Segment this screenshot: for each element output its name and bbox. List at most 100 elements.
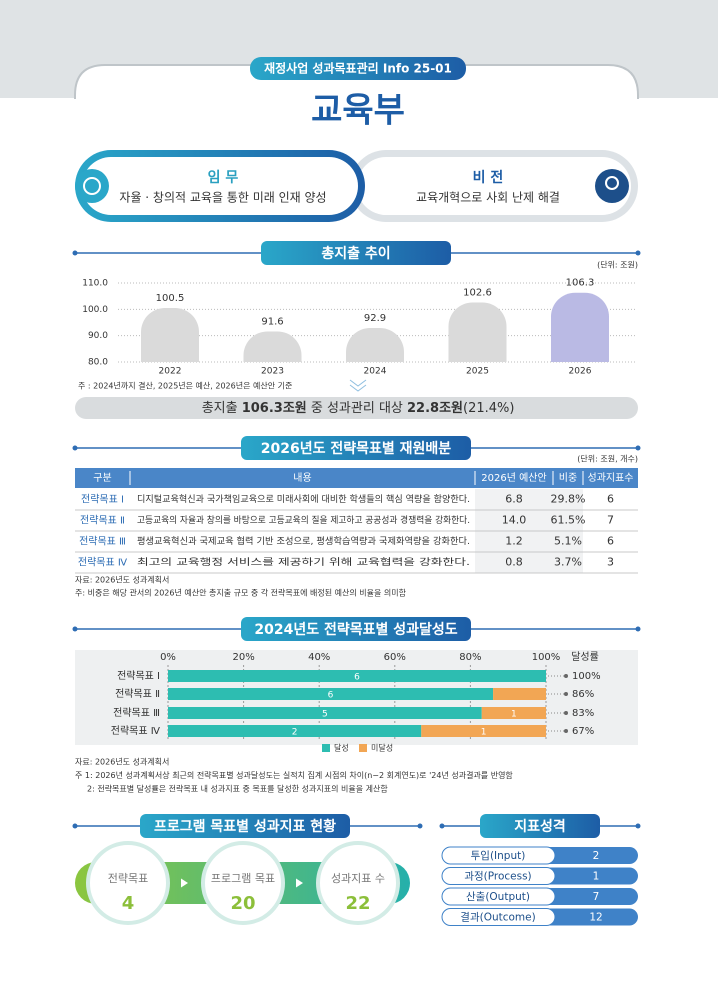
- bar-segment: [493, 688, 546, 700]
- table-cell: 5.1%: [554, 535, 582, 548]
- table-cell: 3.7%: [554, 556, 582, 569]
- bar-segment: [168, 725, 422, 737]
- legend-label: 달성: [334, 744, 349, 753]
- bar-segment: [168, 707, 482, 719]
- indicator-label: 결과(Outcome): [460, 912, 535, 924]
- badge: [250, 57, 466, 80]
- section-title: 프로그램 목표별 성과지표 현황: [154, 818, 336, 835]
- line-dot: [635, 250, 641, 256]
- line-dot: [635, 626, 641, 632]
- bar-segment: [168, 688, 494, 700]
- program-value: 4: [122, 893, 135, 914]
- indicator-label-bg: [441, 867, 556, 885]
- header-card: [74, 64, 639, 99]
- line-dot: [72, 626, 78, 632]
- bar: [243, 331, 302, 362]
- x-tick-label: 100%: [532, 652, 561, 663]
- category-label: 전략목표 Ⅱ: [115, 688, 160, 700]
- table-cell: 전략목표 Ⅰ: [81, 494, 124, 506]
- table-cell: 평생교육혁신과 국제교육 협력 기반 조성으로, 평생학습역량과 국제화역량을 …: [137, 535, 470, 547]
- indicator-value-bg: [540, 847, 638, 864]
- bar: [141, 308, 199, 362]
- bar: [448, 302, 507, 362]
- x-tick-label: 60%: [384, 652, 406, 663]
- summary-part: (21.4%): [463, 401, 514, 416]
- program-label: 프로그램 목표: [211, 872, 275, 885]
- x-tick-label: 2025: [466, 367, 489, 377]
- x-tick-label: 80%: [459, 652, 481, 663]
- mission-text: 자율 · 창의적 교육을 통한 미래 인재 양성: [119, 191, 326, 205]
- section-pill: [241, 436, 471, 460]
- leader-dot: [564, 692, 568, 696]
- program-label: 전략목표: [108, 872, 148, 885]
- arrow: [296, 878, 303, 888]
- table-cell: 6: [607, 493, 614, 506]
- leader-dot: [564, 674, 568, 678]
- data-label: 102.6: [463, 287, 492, 298]
- rate-header: 달성률: [571, 651, 599, 663]
- legend-swatch: [359, 744, 367, 752]
- table-header: 2026년 예산안: [481, 472, 546, 484]
- summary-part: 총지출: [202, 401, 242, 416]
- vision-text: 교육개혁으로 사회 난제 해결: [416, 191, 560, 205]
- mission-box: [82, 157, 358, 215]
- segment-count: 1: [481, 728, 487, 738]
- program-label: 성과지표 수: [331, 872, 385, 885]
- note: 자료: 2026년도 성과계획서: [75, 757, 169, 767]
- y-tick-label: 100.0: [82, 305, 108, 315]
- section-title: 지표성격: [514, 818, 566, 835]
- section-pill: [480, 814, 600, 838]
- table-cell: 14.0: [502, 514, 527, 527]
- mission-label: 임 무: [208, 170, 239, 186]
- table-cell: 7: [607, 514, 614, 527]
- line-dot: [72, 250, 78, 256]
- vision-label: 비 전: [473, 169, 504, 186]
- page-title: 교육부: [311, 91, 405, 131]
- table-cell: 29.8%: [551, 493, 586, 506]
- rate-label: 83%: [572, 708, 594, 719]
- indicator-value: 12: [589, 912, 602, 924]
- indicator-label-bg: [441, 887, 556, 906]
- line-dot: [72, 445, 78, 451]
- line-dot: [635, 823, 641, 829]
- indicator-label-bg: [441, 846, 556, 865]
- table-cell: 전략목표 Ⅲ: [79, 536, 126, 548]
- indicator-value: 1: [593, 871, 600, 883]
- unit: (단위: 조원, 개수): [577, 454, 638, 464]
- table-cell: 전략목표 Ⅱ: [80, 515, 125, 527]
- category-label: 전략목표 Ⅳ: [111, 725, 161, 737]
- note: 주: 비중은 해당 관서의 2026년 예산안 총지출 규모 중 각 전략목표에…: [75, 588, 407, 598]
- bar: [551, 292, 609, 362]
- segment-count: 5: [322, 710, 328, 720]
- bar-segment: [168, 670, 546, 682]
- indicator-value-bg: [540, 908, 638, 926]
- program-circle: [86, 841, 170, 925]
- table-header: 구분: [93, 472, 111, 484]
- segment-count: 2: [292, 728, 298, 738]
- category-label: 전략목표 Ⅲ: [113, 707, 160, 719]
- card-cover: [76, 96, 637, 102]
- line-dot: [72, 823, 78, 829]
- program-value: 22: [345, 893, 370, 914]
- section-title: 2026년도 전략목표별 재원배분: [261, 440, 452, 457]
- data-label: 91.6: [261, 316, 283, 327]
- summary-part: 중 성과관리 대상: [307, 401, 407, 416]
- x-tick-label: 20%: [232, 652, 254, 663]
- x-tick-label: 2026: [569, 367, 592, 377]
- section-title: 2024년도 전략목표별 성과달성도: [254, 621, 457, 638]
- data-label: 100.5: [156, 293, 185, 304]
- leader-dot: [564, 729, 568, 733]
- x-tick-label: 0%: [160, 652, 176, 663]
- program-circle: [316, 841, 400, 925]
- summary-bar: [75, 397, 638, 419]
- bar: [346, 328, 404, 362]
- vision-box: [357, 157, 631, 215]
- segment-count: 6: [354, 673, 360, 683]
- line-dot: [417, 823, 423, 829]
- y-tick-label: 80.0: [88, 358, 108, 368]
- indicator-label: 과정(Process): [464, 871, 531, 883]
- vision-icon-bulb: [605, 176, 619, 190]
